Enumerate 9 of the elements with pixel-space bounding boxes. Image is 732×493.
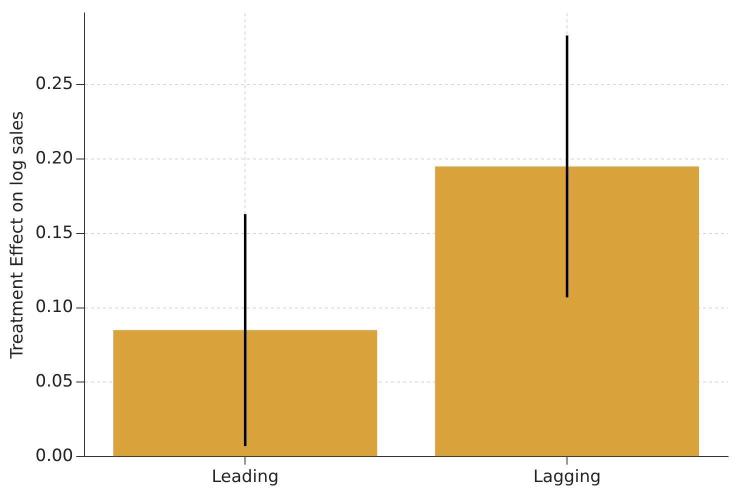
y-tick-label: 0.15 xyxy=(35,222,74,243)
x-tick-label: Leading xyxy=(212,467,279,488)
y-tick-label: 0.10 xyxy=(35,297,74,318)
y-tick-label: 0.00 xyxy=(35,446,74,466)
y-tick-label: 0.25 xyxy=(35,74,74,94)
y-tick-label: 0.20 xyxy=(35,148,74,168)
x-tick-label: Lagging xyxy=(533,467,601,488)
y-axis-title: Treatment Effect on log sales xyxy=(8,111,28,360)
y-tick-label: 0.05 xyxy=(35,372,74,392)
